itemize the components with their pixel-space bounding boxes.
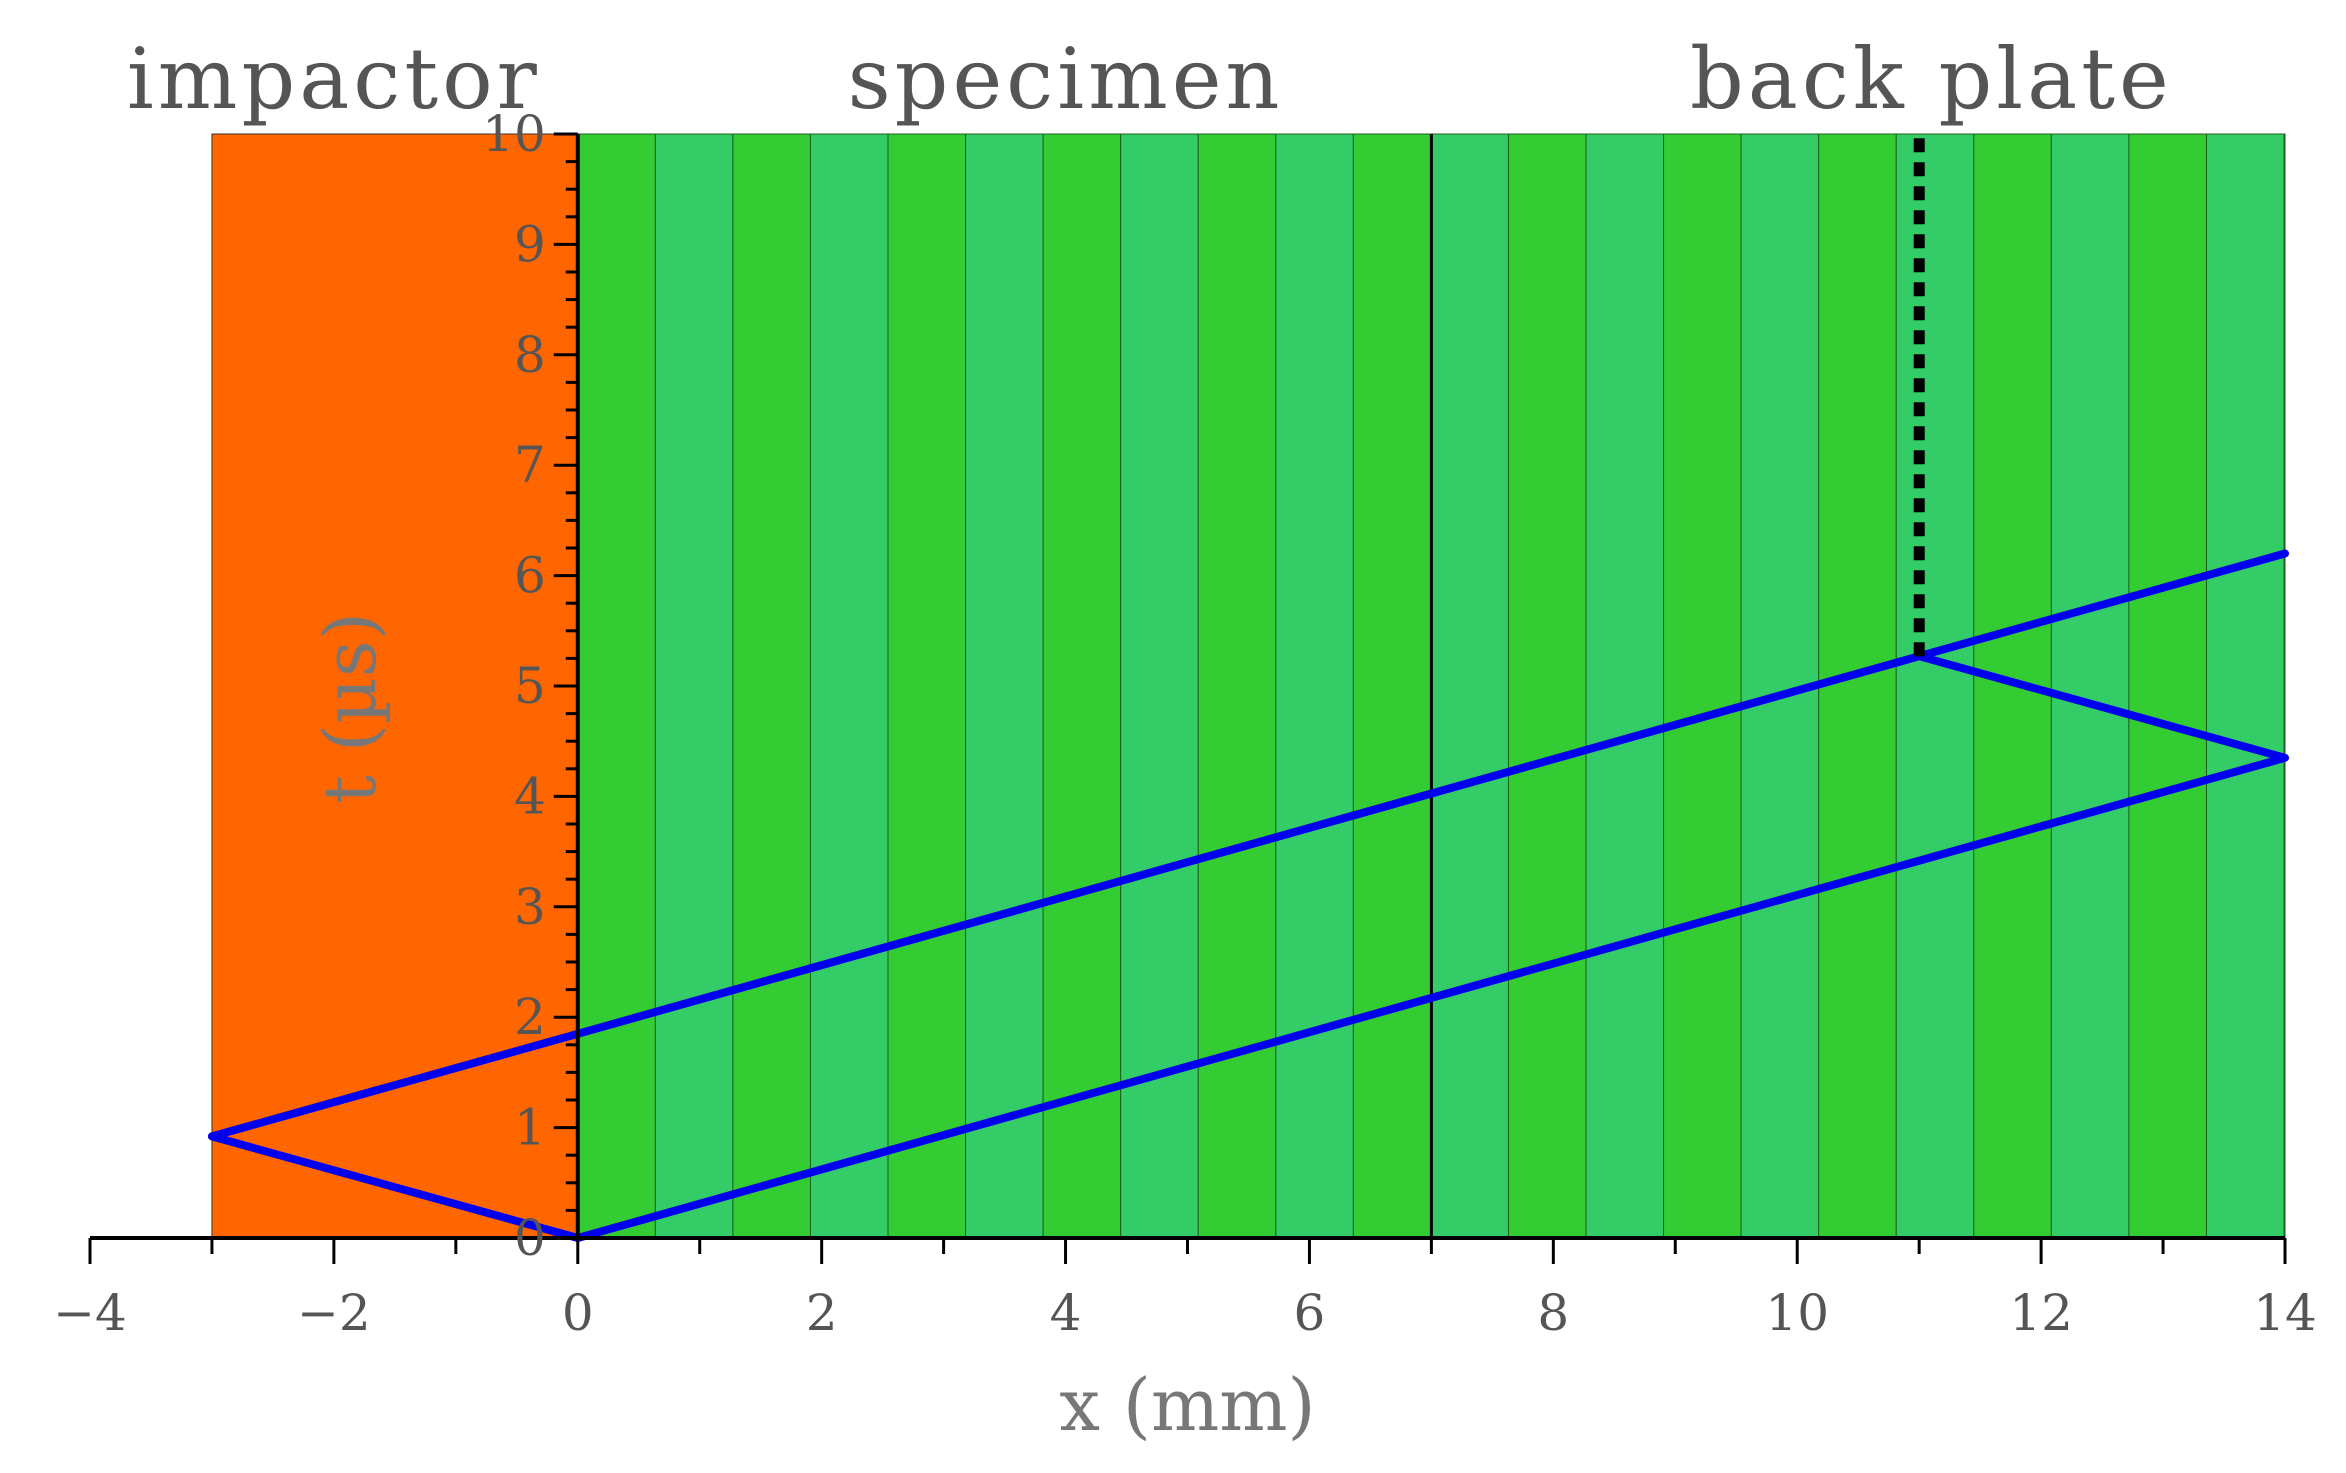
x-tick-label-7: 10 <box>1765 1284 1829 1342</box>
stripe-9 <box>1275 133 1354 1239</box>
y-tick-label-1: 1 <box>514 1099 546 1157</box>
stripe-0 <box>577 133 656 1239</box>
y-tick-label-10: 10 <box>482 105 546 163</box>
x-tick-label-9: 14 <box>2253 1284 2317 1342</box>
series-line-1 <box>573 652 2289 1242</box>
x-tick-label-0: −4 <box>53 1284 127 1342</box>
material-stripes <box>577 133 2286 1239</box>
y-axis-label: t (µs) <box>308 612 392 804</box>
y-tick-label-8: 8 <box>514 326 546 384</box>
stripe-12 <box>1507 133 1587 1239</box>
y-tick-label-7: 7 <box>514 436 546 494</box>
stripe-13 <box>1585 133 1665 1239</box>
stripe-11 <box>1430 133 1509 1239</box>
stripe-17 <box>1895 133 1975 1239</box>
stripe-14 <box>1663 133 1742 1239</box>
y-tick-label-6: 6 <box>514 547 546 605</box>
y-tick-label-5: 5 <box>514 657 546 715</box>
stripe-19 <box>2050 133 2130 1239</box>
stripe-16 <box>1818 133 1897 1239</box>
x-tick-label-8: 12 <box>2009 1284 2073 1342</box>
region-label-back-plate: back plate <box>1690 30 2173 128</box>
x-tick-label-2: 0 <box>562 1284 594 1342</box>
region-label-specimen: specimen <box>848 30 1284 128</box>
stripe-21 <box>2205 133 2285 1239</box>
labels: x (mm) t (µs) impactor specimen back pla… <box>127 30 2173 1447</box>
stripe-4 <box>887 133 967 1239</box>
x-tick-label-5: 6 <box>1294 1284 1326 1342</box>
x-tick-label-6: 8 <box>1537 1284 1569 1342</box>
stripe-5 <box>965 133 1044 1239</box>
y-tick-label-4: 4 <box>514 767 546 825</box>
y-tick-label-3: 3 <box>514 878 546 936</box>
x-tick-label-3: 2 <box>806 1284 838 1342</box>
stripe-10 <box>1352 133 1432 1239</box>
stripe-22 <box>2283 133 2286 1239</box>
x-tick-label-4: 4 <box>1050 1284 1082 1342</box>
stripe-6 <box>1042 133 1122 1239</box>
y-tick-label-9: 9 <box>514 215 546 273</box>
y-tick-label-0: 0 <box>514 1209 546 1267</box>
region-label-impactor: impactor <box>127 30 541 128</box>
stripe-1 <box>654 133 734 1239</box>
x-axis-label: x (mm) <box>1059 1363 1315 1447</box>
stripe-3 <box>809 133 889 1239</box>
stripe-20 <box>2128 133 2207 1239</box>
x-tick-label-1: −2 <box>297 1284 371 1342</box>
y-tick-label-2: 2 <box>514 988 546 1046</box>
stripe-2 <box>732 133 811 1239</box>
stripe-8 <box>1197 133 1277 1239</box>
